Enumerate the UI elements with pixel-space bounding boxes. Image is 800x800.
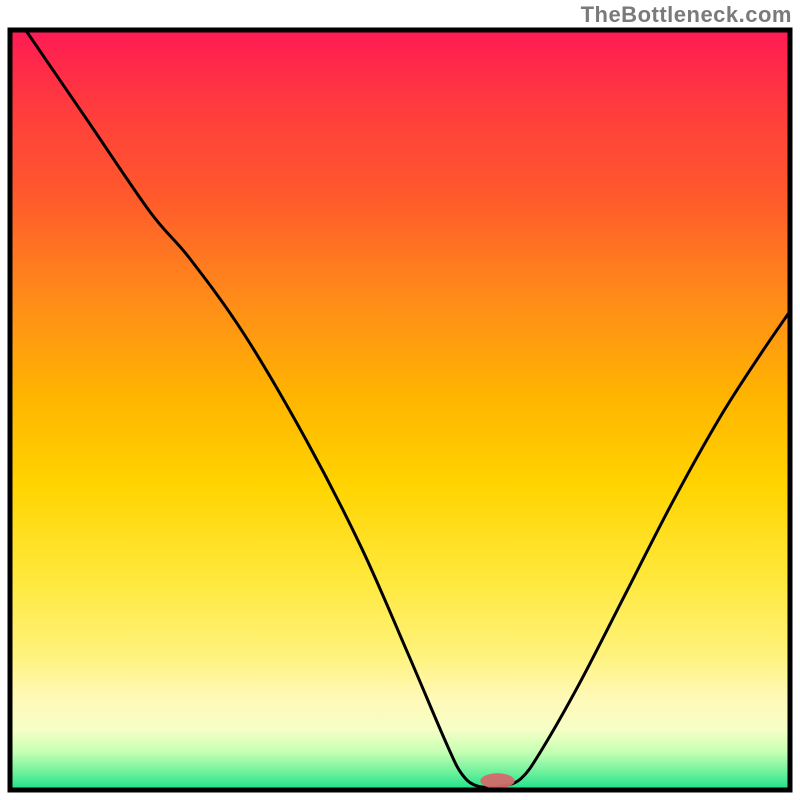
- watermark-text: TheBottleneck.com: [581, 2, 792, 28]
- bottleneck-chart: [0, 0, 800, 800]
- optimal-point-marker: [480, 773, 514, 788]
- plot-background: [10, 30, 790, 790]
- chart-container: TheBottleneck.com: [0, 0, 800, 800]
